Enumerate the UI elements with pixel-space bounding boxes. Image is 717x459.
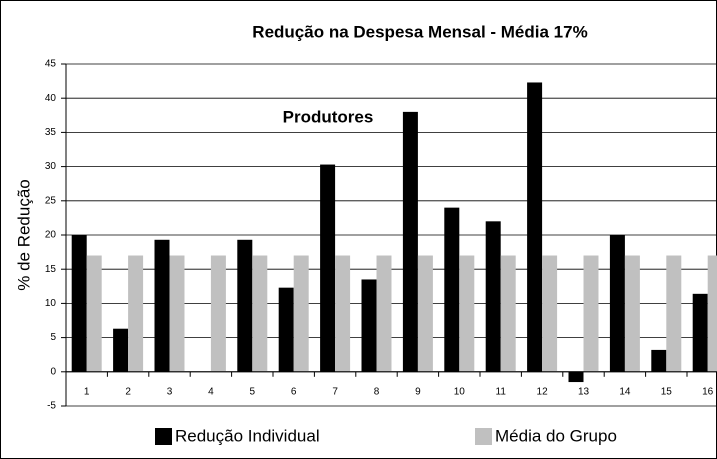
- bar: [293, 255, 309, 372]
- x-tick-label: 8: [374, 387, 380, 398]
- bar: [568, 371, 584, 383]
- y-tick-label: 10: [45, 298, 57, 309]
- y-tick-label: -5: [47, 401, 56, 412]
- y-tick-label: 15: [45, 264, 57, 275]
- bar: [459, 255, 475, 372]
- bar: [128, 255, 144, 372]
- bar: [609, 235, 625, 372]
- bar: [86, 255, 102, 372]
- legend-swatch: [475, 428, 492, 445]
- y-tick-label: 25: [45, 195, 57, 206]
- annotation: Produtores: [283, 107, 374, 126]
- x-tick-label: 9: [415, 387, 421, 398]
- legend-label: Redução Individual: [175, 426, 320, 445]
- bar: [666, 255, 682, 372]
- bar: [278, 287, 294, 372]
- x-tick-label: 12: [537, 387, 549, 398]
- x-tick-label: 2: [125, 387, 131, 398]
- x-tick-label: 14: [619, 387, 631, 398]
- bar: [71, 235, 87, 372]
- y-tick-label: 30: [45, 161, 57, 172]
- x-tick-label: 16: [702, 387, 714, 398]
- y-tick-label: 0: [50, 366, 56, 377]
- bar: [210, 255, 226, 372]
- x-tick-label: 7: [332, 387, 338, 398]
- y-tick-label: 5: [50, 332, 56, 343]
- bar: [542, 255, 558, 372]
- legend-swatch: [155, 428, 172, 445]
- bar: [692, 293, 708, 372]
- x-tick-label: 4: [208, 387, 214, 398]
- bar: [113, 328, 129, 372]
- x-tick-label: 11: [496, 387, 507, 398]
- bar: [485, 221, 501, 372]
- bar: [237, 239, 253, 372]
- bar: [444, 207, 460, 372]
- bar: [252, 255, 268, 372]
- x-tick-label: 13: [578, 387, 590, 398]
- bar: [624, 255, 640, 372]
- bar: [169, 255, 185, 372]
- bar: [500, 255, 516, 372]
- chart-title: Redução na Despesa Mensal - Média 17%: [252, 22, 587, 41]
- bar: [583, 255, 599, 372]
- bar: [320, 164, 336, 372]
- bar: [527, 82, 543, 372]
- y-tick-label: 45: [45, 59, 57, 70]
- bar: [335, 255, 351, 372]
- y-tick-label: 20: [45, 230, 57, 241]
- x-tick-label: 3: [167, 387, 173, 398]
- y-tick-label: 35: [45, 127, 57, 138]
- legend-label: Média do Grupo: [495, 426, 617, 445]
- x-tick-label: 6: [291, 387, 297, 398]
- bar: [402, 111, 418, 372]
- bar: [651, 349, 667, 372]
- x-tick-label: 5: [250, 387, 256, 398]
- y-axis-label: % de Redução: [14, 179, 33, 291]
- x-tick-label: 15: [661, 387, 673, 398]
- bar: [707, 255, 717, 372]
- bar: [154, 239, 170, 372]
- bar: [376, 255, 392, 372]
- x-tick-label: 10: [454, 387, 466, 398]
- x-tick-label: 1: [84, 387, 90, 398]
- bar: [417, 255, 433, 372]
- bar: [361, 279, 377, 372]
- y-tick-label: 40: [45, 93, 57, 104]
